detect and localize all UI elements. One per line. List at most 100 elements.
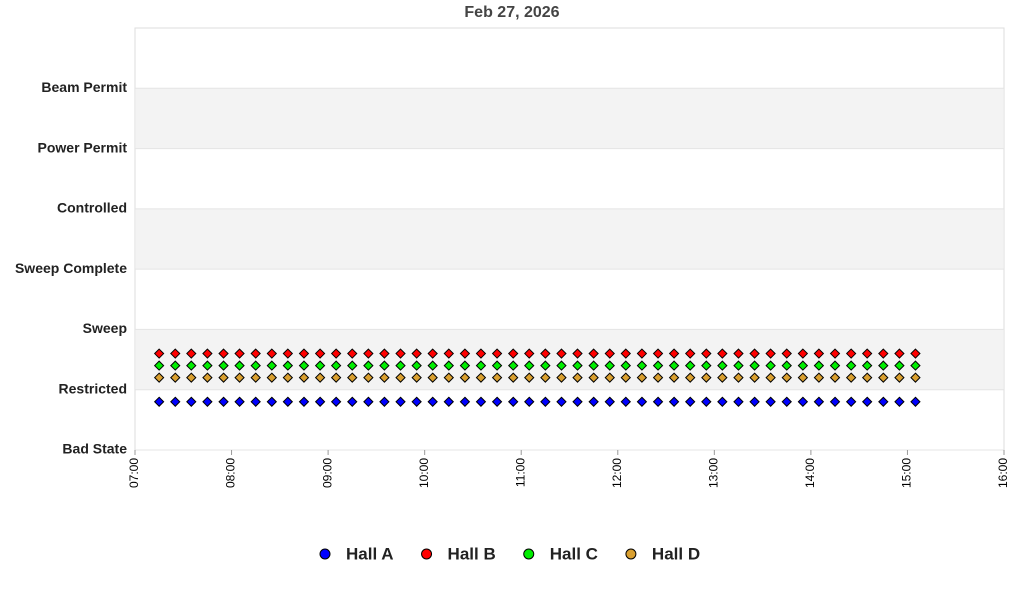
point (717, 372, 728, 383)
x-tick-label: 13:00 (707, 458, 721, 488)
point (556, 396, 567, 407)
point (218, 360, 229, 371)
y-tick-label: Controlled (57, 200, 127, 216)
point (508, 360, 519, 371)
point (829, 360, 841, 371)
point (781, 348, 792, 359)
point (218, 396, 229, 407)
point (282, 360, 294, 371)
point (347, 348, 358, 359)
x-tick-label: 12:00 (610, 458, 624, 488)
point (379, 360, 390, 371)
point (459, 372, 471, 383)
point (250, 348, 261, 359)
band (136, 88, 1003, 149)
point (363, 348, 374, 359)
point (701, 360, 712, 371)
point (153, 360, 165, 371)
point (829, 348, 841, 359)
point (282, 372, 294, 383)
x-tick-label: 10:00 (417, 458, 431, 488)
point (314, 348, 326, 359)
point (234, 348, 245, 359)
point (186, 396, 197, 407)
point (684, 360, 696, 371)
point (395, 396, 406, 407)
point (250, 396, 261, 407)
x-tick-label: 14:00 (803, 458, 817, 488)
point (894, 348, 905, 359)
point (234, 372, 245, 383)
point (588, 348, 599, 359)
point (733, 372, 744, 383)
point (508, 372, 519, 383)
point (524, 372, 535, 383)
point (427, 360, 438, 371)
x-tick-label: 08:00 (224, 458, 238, 488)
point (170, 360, 181, 371)
point (717, 348, 728, 359)
point (636, 396, 648, 407)
point (282, 396, 294, 407)
point (813, 396, 825, 407)
point (636, 360, 648, 371)
point (878, 396, 889, 407)
point (749, 348, 760, 359)
point (266, 348, 278, 359)
point (620, 360, 631, 371)
point (861, 360, 873, 371)
point (508, 348, 519, 359)
point (330, 348, 342, 359)
legend-marker (523, 548, 535, 560)
point (910, 396, 921, 407)
point (717, 360, 728, 371)
point (218, 348, 229, 359)
point (733, 396, 744, 407)
point (878, 348, 889, 359)
point (556, 372, 567, 383)
point (861, 396, 873, 407)
point (427, 396, 438, 407)
point (186, 348, 197, 359)
point (604, 396, 615, 407)
point (894, 372, 905, 383)
point (604, 348, 615, 359)
point (475, 396, 487, 407)
legend-marker (319, 548, 331, 560)
point (202, 360, 213, 371)
x-tick-label: 16:00 (996, 458, 1010, 488)
point (845, 396, 857, 407)
point (395, 372, 406, 383)
point (878, 360, 889, 371)
point (298, 372, 310, 383)
point (250, 360, 261, 371)
point (379, 396, 390, 407)
point (153, 396, 165, 407)
y-tick-label: Sweep Complete (15, 260, 127, 276)
point (202, 396, 213, 407)
legend-label: Hall A (346, 544, 394, 563)
point (411, 372, 422, 383)
point (314, 360, 326, 371)
legend-marker (625, 548, 637, 560)
point (508, 396, 519, 407)
point (749, 360, 760, 371)
point (330, 372, 342, 383)
point (620, 372, 631, 383)
point (572, 372, 583, 383)
point (910, 372, 921, 383)
point (604, 372, 615, 383)
point (459, 396, 471, 407)
x-tick-label: 07:00 (127, 458, 141, 488)
point (202, 348, 213, 359)
point (250, 372, 261, 383)
point (298, 360, 310, 371)
point (588, 360, 599, 371)
point (443, 396, 455, 407)
point (894, 396, 905, 407)
point (491, 372, 503, 383)
point (218, 372, 229, 383)
x-tick-label: 15:00 (900, 458, 914, 488)
point (540, 396, 551, 407)
point (491, 360, 503, 371)
